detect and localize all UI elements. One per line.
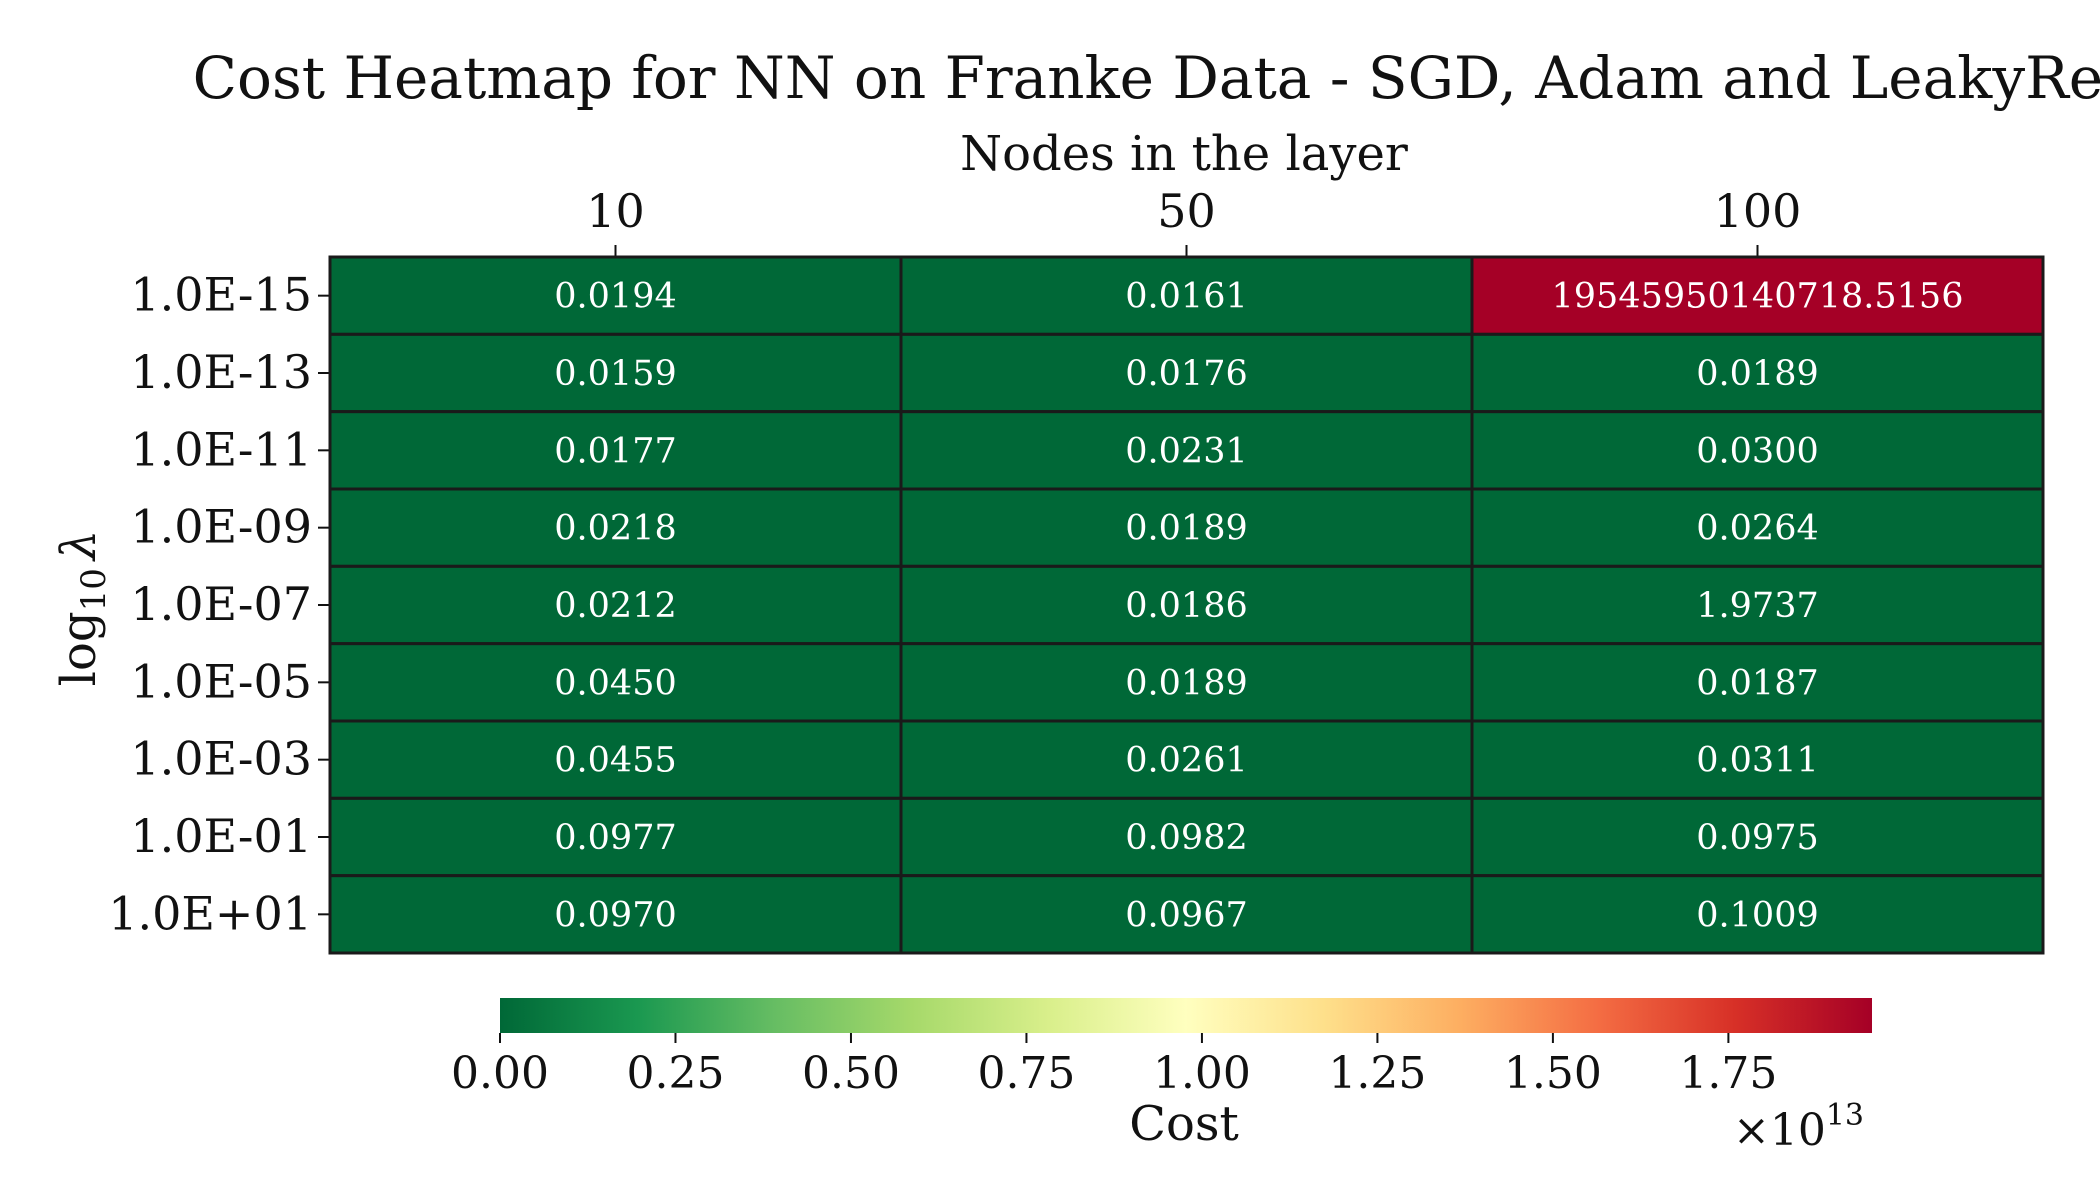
x-tick-label: 100 (1714, 184, 1802, 238)
heatmap-cell-label: 0.0455 (554, 741, 676, 781)
heatmap-frame (329, 256, 2044, 954)
colorbar-label: Cost (1129, 1096, 1239, 1152)
heatmap-cell (328, 642, 903, 723)
chart-title: Cost Heatmap for NN on Franke Data - SGD… (193, 44, 2100, 112)
y-axis: 1.0E-15 1.0E-13 1.0E-11 1.0E-09 1.0E-07 1.0E-… (108, 268, 330, 940)
colorbar-multiplier-base: ×10 (1733, 1105, 1826, 1156)
heatmap-cell-label: 0.1009 (1696, 895, 1818, 935)
heatmap-cell-label: 0.0189 (1696, 354, 1818, 394)
x-tick-label: 50 (1157, 184, 1216, 238)
heatmap-cell-label: 0.0187 (1696, 663, 1818, 703)
colorbar-multiplier: ×1013 (1733, 1098, 1864, 1156)
heatmap-cell (1470, 796, 2045, 878)
heatmap-cell-label: 0.0264 (1696, 509, 1818, 549)
colorbar-multiplier-exponent: 13 (1826, 1098, 1864, 1133)
heatmap-cell-label: 0.0189 (1125, 663, 1247, 703)
colorbar-tick-label: 0.00 (451, 1048, 549, 1099)
y-axis-title-subscript: 10 (74, 568, 114, 611)
heatmap-cell-label: 0.0261 (1125, 741, 1247, 781)
heatmap-cell-label: 0.0189 (1125, 509, 1247, 549)
y-tick-label: 1.0E-11 (130, 422, 312, 476)
colorbar-tick-label: 0.75 (977, 1048, 1075, 1099)
heatmap-cell (899, 487, 1474, 568)
heatmap-cell (899, 874, 1474, 955)
heatmap-cell-label: 0.0212 (554, 586, 676, 626)
y-tick-label: 1.0E-07 (130, 577, 312, 631)
heatmap-cell-label: 0.0177 (554, 431, 676, 471)
heatmap-cell-label: 0.0450 (554, 663, 676, 703)
colorbar-gradient (500, 998, 1872, 1033)
colorbar-tick-label: 1.50 (1504, 1048, 1602, 1099)
colorbar: 0.00 0.25 0.50 0.75 1.00 1.25 1.50 1.75 Cost ×1… (451, 998, 1872, 1156)
heatmap-cell (899, 719, 1474, 800)
heatmap-cell-label: 1.9737 (1696, 586, 1818, 626)
y-tick-label: 1.0E-09 (130, 500, 312, 554)
heatmap-cell-label: 0.0977 (554, 818, 676, 858)
heatmap-cell (1470, 874, 2045, 955)
heatmap-cell-label: 0.0970 (554, 895, 676, 935)
x-axis-title: Nodes in the layer (960, 126, 1408, 182)
colorbar-tick-label: 1.00 (1153, 1048, 1251, 1099)
y-tick-label: 1.0E-13 (130, 345, 312, 399)
colorbar-tick-label: 0.25 (626, 1048, 724, 1099)
heatmap-cell-label: 19545950140718.5156 (1552, 277, 1964, 317)
heatmap-cell-label: 0.0311 (1696, 741, 1818, 781)
heatmap-cell-label: 0.0161 (1125, 277, 1247, 317)
x-tick-label: 10 (586, 184, 645, 238)
heatmap-cell (899, 642, 1474, 723)
heatmap-cell-label: 0.0967 (1125, 895, 1247, 935)
heatmap-cells: 0.0194 0.0161 19545950140718.5156 0.0159 0.0… (328, 255, 2045, 955)
heatmap-cell (328, 332, 903, 414)
colorbar-tick-label: 1.75 (1679, 1048, 1777, 1099)
y-tick-label: 1.0E-01 (130, 809, 312, 863)
heatmap-cell-label: 0.0982 (1125, 818, 1247, 858)
heatmap-cell-label: 0.0975 (1696, 818, 1818, 858)
heatmap-cell (1470, 410, 2045, 491)
heatmap-cell (328, 255, 903, 336)
colorbar-tick-label: 1.25 (1328, 1048, 1426, 1099)
heatmap-cell-label: 0.0300 (1696, 431, 1818, 471)
y-tick-label: 1.0E-03 (130, 732, 312, 786)
y-tick-label: 1.0E-15 (130, 268, 312, 322)
y-axis-title-base: log (51, 611, 107, 686)
heatmap-cell-label: 0.0186 (1125, 586, 1247, 626)
heatmap-cell-label: 0.0176 (1125, 354, 1247, 394)
y-tick-label: 1.0E-05 (130, 654, 312, 708)
x-axis: 10 50 100 (586, 184, 1801, 257)
heatmap-cell-label: 0.0159 (554, 354, 676, 394)
colorbar-ticks: 0.00 0.25 0.50 0.75 1.00 1.25 1.50 1.75 (451, 1033, 1777, 1099)
heatmap-cell (328, 796, 903, 878)
y-axis-title: log10 λ (51, 530, 114, 687)
y-tick-label: 1.0E+01 (108, 886, 312, 940)
heatmap-cell-label: 0.0194 (554, 277, 676, 317)
heatmap-cell-label: 0.0218 (554, 509, 676, 549)
heatmap-cell-label: 0.0231 (1125, 431, 1247, 471)
colorbar-tick-label: 0.50 (802, 1048, 900, 1099)
heatmap-cell (328, 487, 903, 568)
heatmap-cell (1470, 642, 2045, 723)
y-axis-title-symbol: λ (51, 530, 107, 562)
